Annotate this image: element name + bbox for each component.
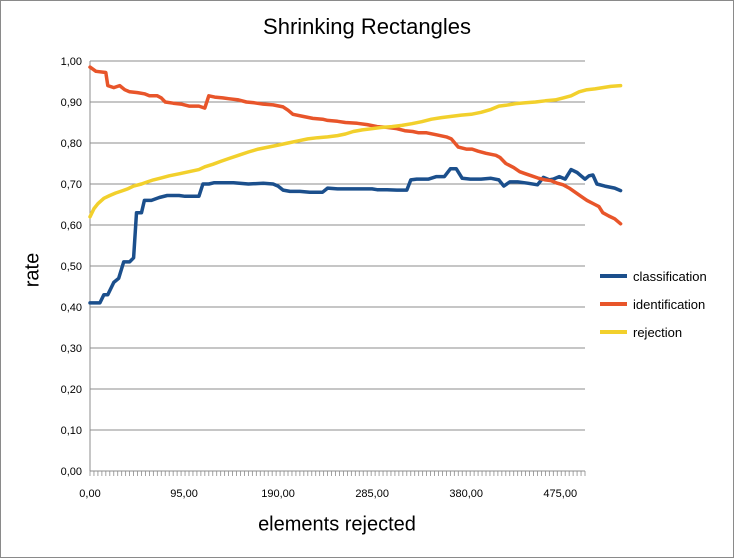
x-tick-label: 475,00	[543, 488, 577, 500]
x-tick-label: 0,00	[79, 488, 100, 500]
y-tick-label: 0,10	[61, 425, 82, 437]
x-axis-label: elements rejected	[258, 513, 416, 536]
legend-item-rejection: rejection	[600, 318, 707, 346]
legend-item-classification: classification	[600, 262, 707, 290]
y-tick-label: 0,90	[61, 97, 82, 109]
y-tick-label: 0,70	[61, 179, 82, 191]
legend-swatch	[600, 302, 627, 306]
x-tick-label: 95,00	[170, 488, 198, 500]
legend-label: rejection	[633, 324, 683, 340]
series-line-identification	[88, 65, 623, 226]
chart-legend: classification identification rejection	[600, 262, 707, 346]
legend-swatch	[600, 330, 627, 334]
y-tick-label: 1,00	[61, 56, 82, 68]
x-tick-label: 285,00	[355, 488, 389, 500]
y-tick-label: 0,40	[61, 302, 82, 314]
y-tick-label: 0,80	[61, 138, 82, 150]
y-tick-label: 0,30	[61, 343, 82, 355]
chart-title: Shrinking Rectangles	[263, 14, 471, 39]
y-tick-label: 0,50	[61, 261, 82, 273]
legend-label: identification	[633, 296, 706, 312]
x-tick-label: 380,00	[449, 488, 483, 500]
series-line-rejection	[88, 83, 623, 219]
legend-swatch	[600, 274, 627, 278]
y-tick-label: 0,60	[61, 220, 82, 232]
series-line-classification	[88, 167, 623, 305]
x-tick-label: 190,00	[261, 488, 295, 500]
y-tick-label: 0,00	[61, 466, 82, 478]
legend-item-identification: identification	[600, 290, 707, 318]
legend-label: classification	[633, 268, 707, 284]
y-tick-label: 0,20	[61, 384, 82, 396]
